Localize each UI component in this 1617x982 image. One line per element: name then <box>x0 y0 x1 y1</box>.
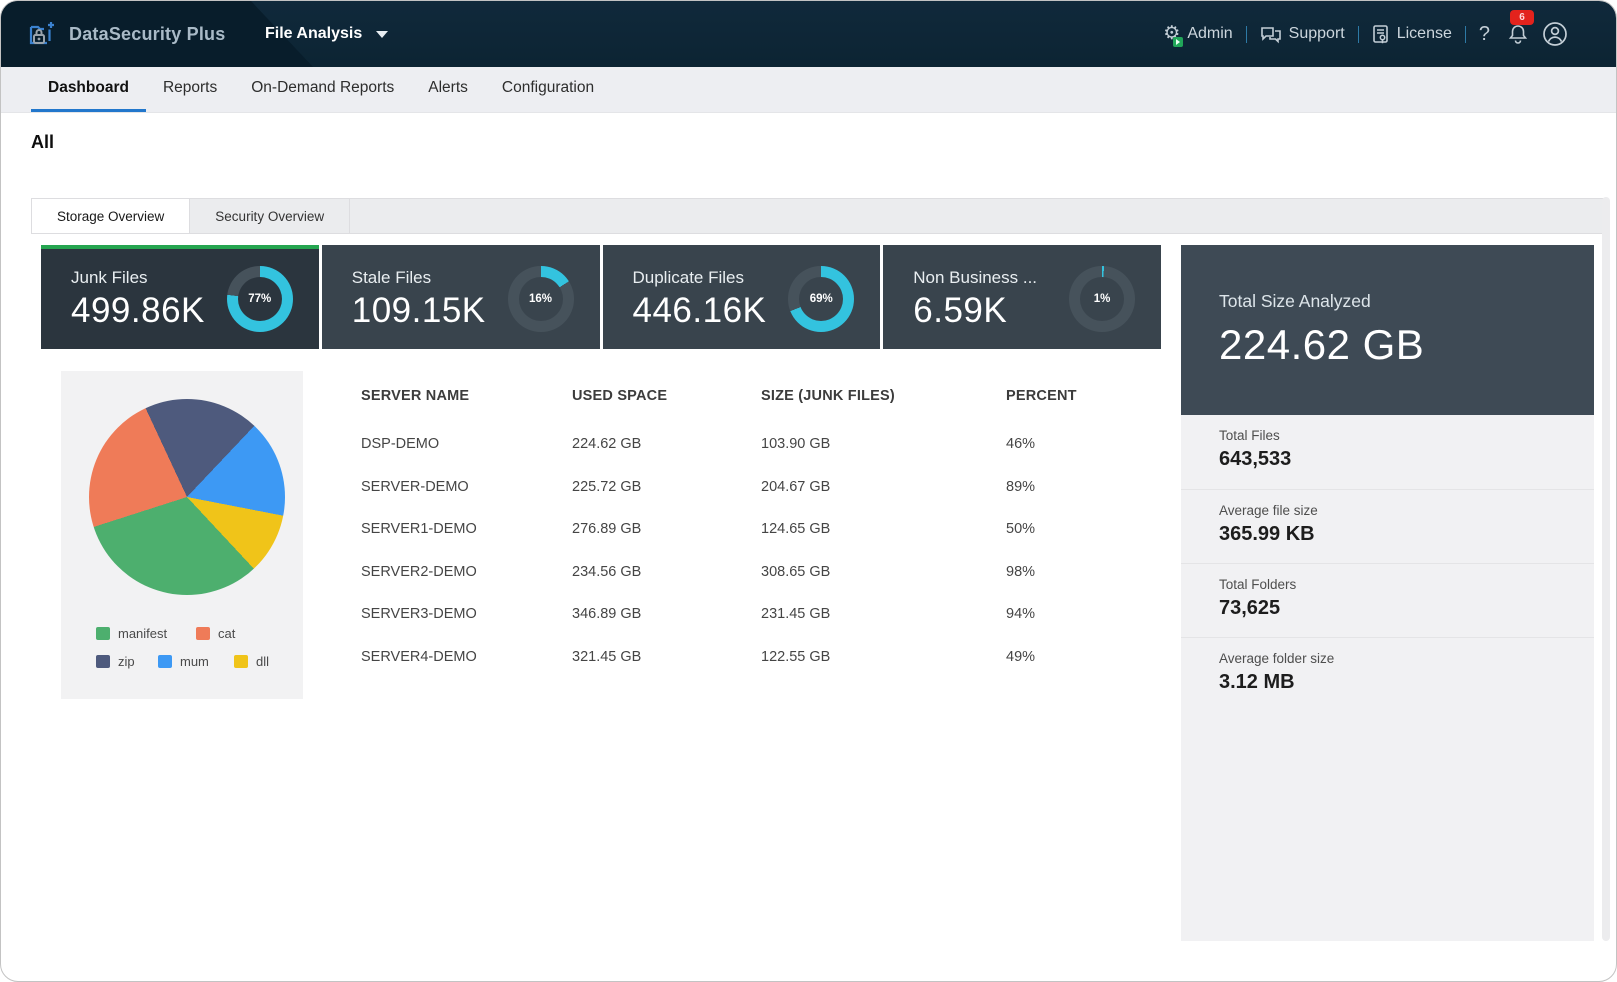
separator <box>1245 25 1247 43</box>
stat-total-files: Total Files 643,533 <box>1219 428 1292 470</box>
kpi-title: Non Business ... <box>913 267 1038 287</box>
gear-icon: ⚙ <box>1163 24 1184 47</box>
notification-count-badge: 6 <box>1510 10 1534 25</box>
tab-configuration[interactable]: Configuration <box>501 79 595 96</box>
page-title: All <box>31 132 55 152</box>
total-size-value: 224.62 GB <box>1219 321 1425 368</box>
bell-icon <box>1508 25 1528 44</box>
donut-percent: 16% <box>528 293 553 305</box>
license-label: License <box>1396 25 1452 42</box>
license-icon <box>1372 24 1388 43</box>
donut-chart: 77% <box>226 266 293 332</box>
server-table: SERVER NAME USED SPACE SIZE (JUNK FILES)… <box>361 382 1136 678</box>
col-percent: PERCENT <box>1006 388 1077 404</box>
legend-swatch <box>96 655 110 668</box>
notifications-button[interactable]: 6 <box>1507 10 1534 45</box>
chevron-down-icon <box>376 30 389 38</box>
profile-avatar-icon[interactable] <box>1542 21 1568 47</box>
table-row[interactable]: SERVER3-DEMO 346.89 GB 231.45 GB 94% <box>361 606 1036 623</box>
col-used-space: USED SPACE <box>572 388 668 404</box>
donut-percent: 77% <box>248 293 272 305</box>
legend-swatch <box>196 627 210 640</box>
kpi-value: 499.86K <box>71 290 205 330</box>
tab-alerts[interactable]: Alerts <box>428 79 468 96</box>
kpi-title: Junk Files <box>71 267 148 287</box>
brand-block[interactable]: DataSecurity Plus <box>1 1 313 67</box>
legend-swatch <box>158 655 172 668</box>
kpi-value: 6.59K <box>913 290 1008 330</box>
main-tabbar: Dashboard Reports On-Demand Reports Aler… <box>1 67 1616 113</box>
tab-dashboard[interactable]: Dashboard <box>31 67 146 112</box>
table-row[interactable]: SERVER1-DEMO 276.89 GB 124.65 GB 50% <box>361 521 1036 538</box>
col-server-name: SERVER NAME <box>361 388 470 404</box>
col-size-junk-files: SIZE (JUNK FILES) <box>761 388 895 404</box>
overview-tab-strip: Storage Overview Security Overview <box>31 198 1608 234</box>
donut-chart: 16% <box>507 266 574 332</box>
tab-reports[interactable]: Reports <box>162 79 218 96</box>
file-types-pie-chart[interactable] <box>89 399 285 595</box>
table-row[interactable]: SERVER4-DEMO 321.45 GB 122.55 GB 49% <box>361 648 1036 665</box>
legend-item-dll[interactable]: dll <box>234 654 296 669</box>
support-link[interactable]: Support <box>1260 25 1345 44</box>
support-label: Support <box>1288 25 1345 42</box>
total-size-title: Total Size Analyzed <box>1219 291 1371 311</box>
kpi-card-non-business-files[interactable]: Non Business ... 6.59K 1% <box>883 245 1161 349</box>
stat-average-file-size: Average file size 365.99 KB <box>1181 489 1594 563</box>
module-selector[interactable]: File Analysis <box>265 25 389 43</box>
tab-security-overview[interactable]: Security Overview <box>190 199 351 233</box>
separator <box>1357 25 1359 43</box>
license-link[interactable]: License <box>1372 24 1452 45</box>
tab-on-demand-reports[interactable]: On-Demand Reports <box>251 79 395 96</box>
admin-label: Admin <box>1187 25 1233 42</box>
donut-chart: 1% <box>1069 266 1135 332</box>
stat-total-folders: Total Folders 73,625 <box>1181 563 1594 637</box>
legend-item-cat[interactable]: cat <box>196 626 296 641</box>
file-types-pie-panel: manifest cat zip mum dll <box>61 371 303 699</box>
summary-panel: Total Size Analyzed 224.62 GB Total File… <box>1181 245 1594 941</box>
legend-item-manifest[interactable]: manifest <box>96 626 196 641</box>
kpi-card-duplicate-files[interactable]: Duplicate Files 446.16K 69% <box>602 245 881 349</box>
legend-swatch <box>234 655 248 668</box>
donut-percent: 1% <box>1093 293 1111 305</box>
module-label: File Analysis <box>265 25 363 42</box>
help-icon[interactable]: ? <box>1478 22 1490 45</box>
navbar-actions: ⚙ Admin Support <box>1163 10 1568 47</box>
legend-swatch <box>96 627 110 640</box>
table-row[interactable]: DSP-DEMO 224.62 GB 103.90 GB 46% <box>361 436 1036 453</box>
top-navbar: DataSecurity Plus File Analysis ⚙ Admin … <box>1 1 1616 67</box>
legend-item-mum[interactable]: mum <box>158 654 234 669</box>
separator <box>1464 25 1466 43</box>
pie-legend: manifest cat zip mum dll <box>96 626 296 669</box>
admin-link[interactable]: ⚙ Admin <box>1163 24 1233 47</box>
table-header-row: SERVER NAME USED SPACE SIZE (JUNK FILES)… <box>361 382 1136 410</box>
chat-icon <box>1260 26 1281 43</box>
kpi-value: 446.16K <box>632 290 767 330</box>
donut-chart: 69% <box>788 266 855 332</box>
tab-storage-overview[interactable]: Storage Overview <box>32 199 191 233</box>
donut-percent: 69% <box>809 293 833 305</box>
kpi-value: 109.15K <box>351 290 486 330</box>
admin-status-badge <box>1173 37 1184 47</box>
kpi-cards-row: Junk Files 499.86K 77% Stale Files 109.1… <box>41 245 1161 349</box>
datasecurity-logo-icon <box>27 19 57 49</box>
vertical-scrollbar[interactable] <box>1602 197 1610 941</box>
legend-item-zip[interactable]: zip <box>96 654 158 669</box>
kpi-title: Duplicate Files <box>632 267 745 287</box>
kpi-card-junk-files[interactable]: Junk Files 499.86K 77% <box>41 245 319 349</box>
stat-average-folder-size: Average folder size 3.12 MB <box>1181 637 1594 711</box>
table-row[interactable]: SERVER2-DEMO 234.56 GB 308.65 GB 98% <box>361 563 1036 580</box>
total-size-card: Total Size Analyzed 224.62 GB <box>1181 245 1594 415</box>
kpi-title: Stale Files <box>351 267 432 287</box>
brand-name: DataSecurity Plus <box>69 23 226 44</box>
kpi-card-stale-files[interactable]: Stale Files 109.15K 16% <box>321 245 600 349</box>
table-row[interactable]: SERVER-DEMO 225.72 GB 204.67 GB 89% <box>361 478 1036 495</box>
